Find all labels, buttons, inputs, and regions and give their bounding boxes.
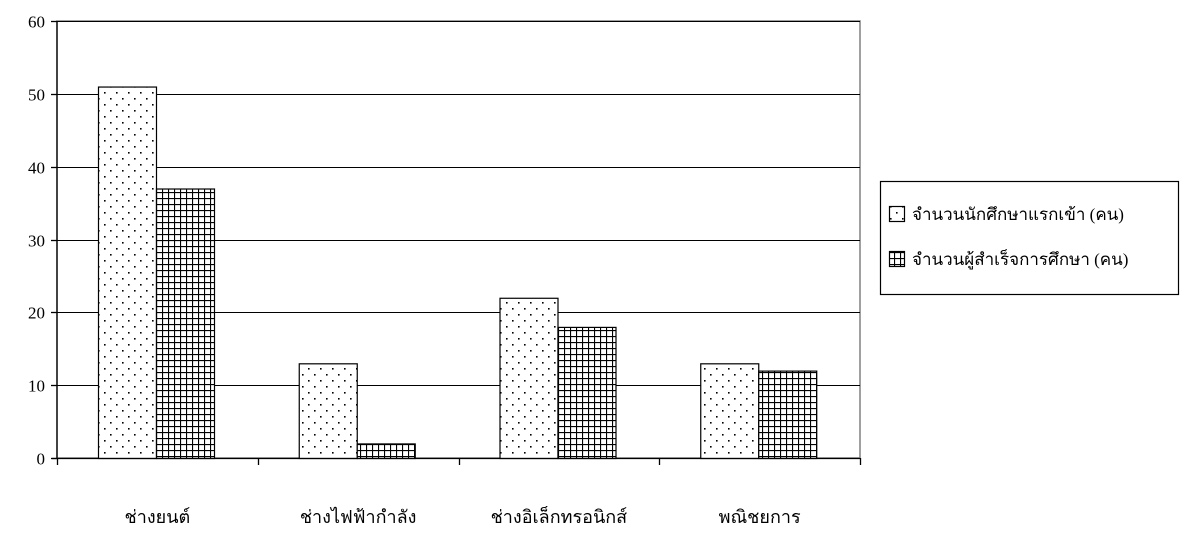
bar-graduated: [356, 443, 416, 460]
y-tick-label: 20: [28, 304, 45, 323]
bar-admitted: [298, 363, 358, 460]
legend-label: จำนวนนักศึกษาแรกเข้า (คน): [912, 205, 1124, 224]
y-tick-label: 10: [28, 377, 45, 396]
x-tick-label: ช่างอิเล็กทรอนิกส์: [491, 505, 628, 527]
bar-graduated: [758, 370, 818, 460]
legend-box: [879, 180, 1180, 296]
bar-admitted: [499, 297, 559, 460]
legend-swatch: [888, 250, 906, 268]
y-tick-label: 30: [28, 232, 45, 251]
legend-swatch: [888, 205, 906, 223]
bar-admitted: [700, 363, 760, 460]
x-tick-label: ช่างไฟฟ้ากำลัง: [300, 506, 417, 527]
y-tick-label: 50: [28, 86, 45, 105]
y-tick-label: 40: [28, 159, 45, 178]
x-tick-label: พณิชยการ: [719, 507, 801, 527]
y-tick-label: 0: [37, 450, 46, 469]
legend: จำนวนนักศึกษาแรกเข้า (คน) จำนวนผู้สำเร็จก…: [879, 180, 1180, 296]
legend-label: จำนวนผู้สำเร็จการศึกษา (คน): [912, 248, 1128, 270]
y-tick-label: 60: [28, 13, 45, 32]
x-tick-label: ช่างยนต์: [125, 507, 191, 527]
bar-admitted: [97, 86, 158, 460]
bar-graduated: [557, 326, 617, 460]
bar-graduated: [155, 188, 216, 460]
